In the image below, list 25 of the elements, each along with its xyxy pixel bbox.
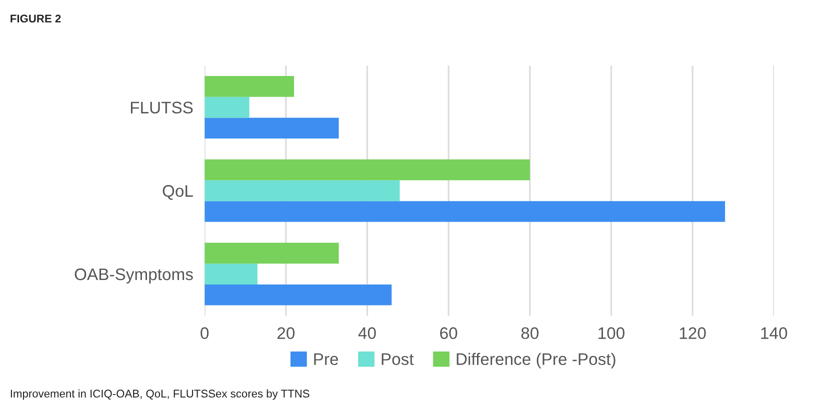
text: Improvement in ICIQ-OAB, QoL, FLUTSSex scores by TTNS (10, 389, 310, 400)
y-tick-label: OAB-Symptoms (74, 268, 193, 284)
bar (204, 242, 339, 264)
x-tick-label: 100 (598, 327, 624, 340)
bar (204, 284, 392, 306)
bar (204, 159, 530, 180)
y-tick-label: QoL (162, 185, 193, 200)
x-tick-label: 140 (761, 327, 788, 340)
bar (204, 201, 726, 222)
x-tick-label: 60 (440, 327, 458, 340)
x-tick-label: 40 (358, 327, 376, 340)
bar (204, 180, 400, 202)
x-tick-label: 120 (680, 327, 706, 340)
text: FIGURE 2 (10, 14, 61, 23)
x-tick-label: 20 (277, 327, 295, 340)
x-tick-label: 0 (200, 327, 209, 340)
y-tick-label: FLUTSS (130, 102, 193, 114)
bar (204, 264, 258, 284)
x-tick-label: 80 (521, 327, 539, 340)
bar (204, 76, 294, 97)
bar (204, 96, 250, 118)
legend-label: Difference (Pre -Post) (456, 352, 616, 368)
bar (204, 118, 339, 139)
legend-label: Post (382, 353, 414, 366)
legend-label: Pre (314, 353, 338, 366)
